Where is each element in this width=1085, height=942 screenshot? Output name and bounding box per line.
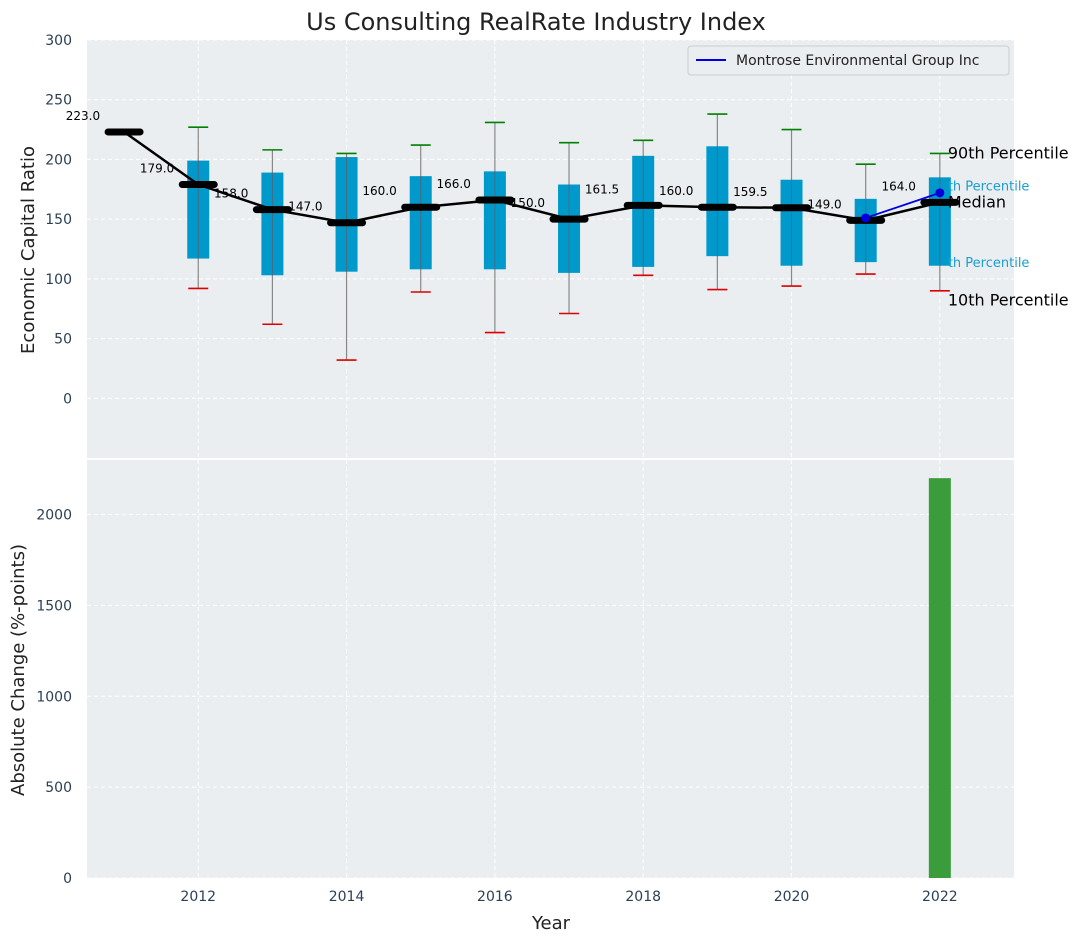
top-y-tick-labels: 0 50 100 150 200 250 300 [45, 33, 72, 407]
top-y-tick-label: 300 [45, 33, 72, 49]
company-line [865, 192, 941, 219]
change-bar [928, 478, 951, 878]
bottom-marks [928, 478, 951, 878]
median-value-label: 150.0 [511, 196, 545, 210]
side-annotation: th Percentile [948, 180, 1030, 195]
side-annotation: Median [948, 192, 1006, 211]
median-value-label: 160.0 [659, 184, 693, 198]
side-annotation: 90th Percentile [948, 143, 1069, 162]
bottom-grid [87, 460, 1014, 879]
median-value-label: 160.0 [362, 184, 396, 198]
side-annotation: th Percentile [948, 256, 1030, 271]
company-point [861, 213, 871, 223]
median-value-label: 161.5 [585, 182, 619, 196]
median-value-label: 223.0 [66, 109, 100, 123]
top-grid [87, 39, 1014, 458]
x-tick-label: 2016 [477, 889, 513, 905]
x-tick-label: 2022 [922, 889, 958, 905]
top-y-tick-label: 200 [45, 152, 72, 168]
median-value-label: 147.0 [288, 200, 322, 214]
bottom-y-tick-label: 1500 [36, 598, 72, 614]
legend-label: Montrose Environmental Group Inc [736, 53, 979, 69]
x-tick-labels: 2012 2014 2016 2018 2020 2022 [180, 889, 957, 905]
company-point [935, 188, 945, 198]
median-value-label: 158.0 [214, 187, 248, 201]
median-value-label: 166.0 [437, 177, 471, 191]
median-value-label: 164.0 [881, 179, 915, 193]
top-y-tick-label: 0 [63, 391, 72, 407]
top-y-tick-label: 50 [54, 332, 72, 348]
x-tick-label: 2018 [625, 889, 661, 905]
bottom-y-axis-label: Absolute Change (%-points) [8, 544, 29, 796]
legend: Montrose Environmental Group Inc [687, 45, 1010, 76]
bottom-y-tick-labels: 0 500 1000 1500 2000 [36, 508, 72, 887]
legend-box [687, 45, 1010, 76]
top-y-axis-label: Economic Capital Ratio [18, 146, 39, 354]
x-axis-label: Year [531, 913, 571, 934]
median-value-label: 149.0 [807, 197, 841, 211]
x-tick-label: 2012 [180, 889, 216, 905]
top-marks: 223.0 179.0 158.0 147.0 160.0 166.0 150.0 161.5… [66, 109, 960, 361]
bottom-y-tick-label: 2000 [36, 508, 72, 524]
bottom-plot-area [87, 460, 1014, 878]
top-y-tick-label: 150 [45, 212, 72, 228]
chart-title: Us Consulting RealRate Industry Index [306, 8, 766, 36]
bottom-y-tick-label: 0 [63, 871, 72, 887]
median-value-label: 159.5 [733, 185, 767, 199]
side-annotation: 10th Percentile [948, 290, 1069, 309]
top-y-tick-label: 250 [45, 93, 72, 109]
median-value-label: 179.0 [140, 162, 174, 176]
x-tick-label: 2014 [329, 889, 365, 905]
bottom-y-tick-label: 1000 [36, 689, 72, 705]
top-y-tick-label: 100 [45, 272, 72, 288]
bottom-y-tick-label: 500 [45, 780, 72, 796]
x-tick-label: 2020 [774, 889, 810, 905]
